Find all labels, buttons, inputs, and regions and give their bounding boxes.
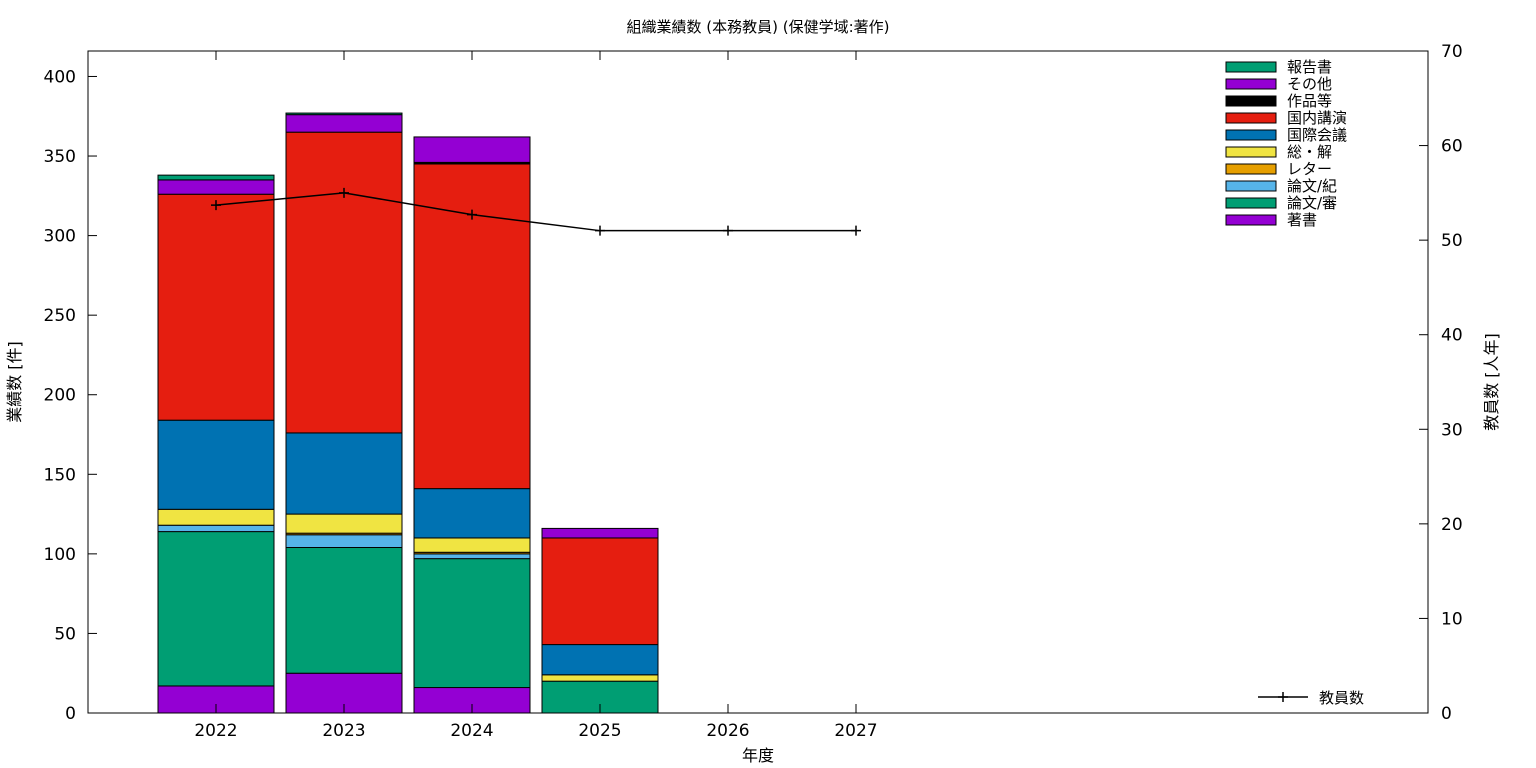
legend-label: 論文/審 [1287, 194, 1337, 212]
x-tick-label: 2026 [706, 721, 749, 741]
y-axis-label: 業績数 [件] [5, 341, 24, 423]
y-tick-label: 150 [44, 465, 76, 485]
y2-axis-label: 教員数 [人年] [1482, 333, 1501, 431]
legend-item: 著書 [1225, 211, 1317, 229]
bar-segment [413, 558, 531, 689]
bar-segment [285, 114, 403, 133]
bar-segment [541, 527, 659, 539]
y-tick-label: 200 [44, 386, 76, 406]
bar-segment [157, 524, 275, 533]
bar-segment [285, 534, 403, 548]
bar-segment [285, 131, 403, 434]
bar-segment [157, 174, 275, 181]
bar-segment [285, 513, 403, 534]
y-tick-label: 400 [44, 67, 76, 87]
legend-swatch [1225, 78, 1277, 90]
bar-segment [157, 179, 275, 195]
bar-segment [157, 531, 275, 687]
legend-label: 総・解 [1287, 143, 1332, 161]
y-tick-label: 100 [44, 545, 76, 565]
y-tick-label: 250 [44, 306, 76, 326]
line-point [339, 187, 349, 198]
legend-label: 国際会議 [1287, 126, 1347, 144]
line-series-group [211, 187, 861, 236]
legend-item: 報告書 [1225, 58, 1332, 76]
line-point [723, 225, 733, 236]
x-axis-label: 年度 [742, 746, 774, 765]
bar-segment [285, 432, 403, 515]
legend-swatch [1225, 197, 1277, 209]
legend-swatch [1225, 163, 1277, 175]
y2-tick-label: 50 [1441, 231, 1463, 251]
bar-segment [413, 537, 531, 553]
y-tick-label: 300 [44, 227, 76, 247]
legend-item: 国際会議 [1225, 126, 1347, 144]
y2-tick-label: 60 [1441, 137, 1463, 157]
bar-segment [413, 136, 531, 163]
y2-tick-label: 20 [1441, 515, 1463, 535]
y2-tick-label: 10 [1441, 609, 1463, 629]
bar-segment [157, 508, 275, 526]
bar-segment [541, 674, 659, 682]
x-tick-label: 2025 [578, 721, 621, 741]
legend-swatch [1225, 95, 1277, 107]
line-point [211, 200, 221, 211]
plot-frame [87, 50, 1429, 714]
legend-label: 著書 [1287, 211, 1317, 229]
line-point [467, 209, 477, 220]
legend-swatch [1225, 180, 1277, 192]
line-point [595, 225, 605, 236]
bar-segment [541, 644, 659, 676]
bar-segment [413, 488, 531, 539]
legend-item: その他 [1225, 75, 1332, 93]
y2-tick-label: 30 [1441, 420, 1463, 440]
y2-tick-label: 70 [1441, 42, 1463, 62]
legend-swatch [1225, 112, 1277, 124]
legend-item: 論文/紀 [1225, 177, 1337, 195]
bar-segment [285, 112, 403, 116]
legend-swatch [1225, 61, 1277, 73]
legend-item: 論文/審 [1225, 194, 1337, 212]
legend-label: 作品等 [1287, 92, 1332, 110]
legend-label: 報告書 [1287, 58, 1332, 76]
y-tick-label: 0 [65, 704, 76, 724]
x-tick-label: 2023 [322, 721, 365, 741]
legend-item-line: 教員数 [1258, 689, 1364, 707]
legend-swatch [1225, 214, 1277, 226]
legend-label: 教員数 [1319, 689, 1364, 707]
x-tick-label: 2027 [834, 721, 877, 741]
legend-label: その他 [1287, 75, 1332, 93]
x-tick-label: 2024 [450, 721, 493, 741]
y-tick-label: 350 [44, 147, 76, 167]
line-series [215, 192, 856, 232]
legend-line-marker [1278, 692, 1288, 702]
y2-tick-label: 40 [1441, 326, 1463, 346]
bar-segment [285, 547, 403, 674]
axes-group: 0 50 100 150 200 250 300 350 400 0 10 20 30 40 50 60 70 2… [44, 42, 1463, 741]
y-tick-label: 50 [54, 624, 76, 644]
legend-swatch [1225, 146, 1277, 158]
y2-tick-label: 0 [1441, 704, 1452, 724]
legend-item: 作品等 [1225, 92, 1332, 110]
legend-label: レター [1287, 160, 1332, 178]
legend-swatch [1225, 129, 1277, 141]
legend-item: 国内講演 [1225, 109, 1347, 127]
bar-segment [541, 537, 659, 646]
line-point [851, 225, 861, 236]
bar-segment [413, 553, 531, 560]
chart-title: 組織業績数 (本務教員) (保健学域:著作) [627, 18, 890, 36]
legend-label: 論文/紀 [1287, 177, 1337, 195]
x-tick-label: 2022 [194, 721, 237, 741]
bar-segment [157, 193, 275, 421]
legend-item: レター [1225, 160, 1332, 178]
legend-item: 総・解 [1225, 143, 1332, 161]
bar-segment [157, 419, 275, 510]
legend-label: 国内講演 [1287, 109, 1347, 127]
